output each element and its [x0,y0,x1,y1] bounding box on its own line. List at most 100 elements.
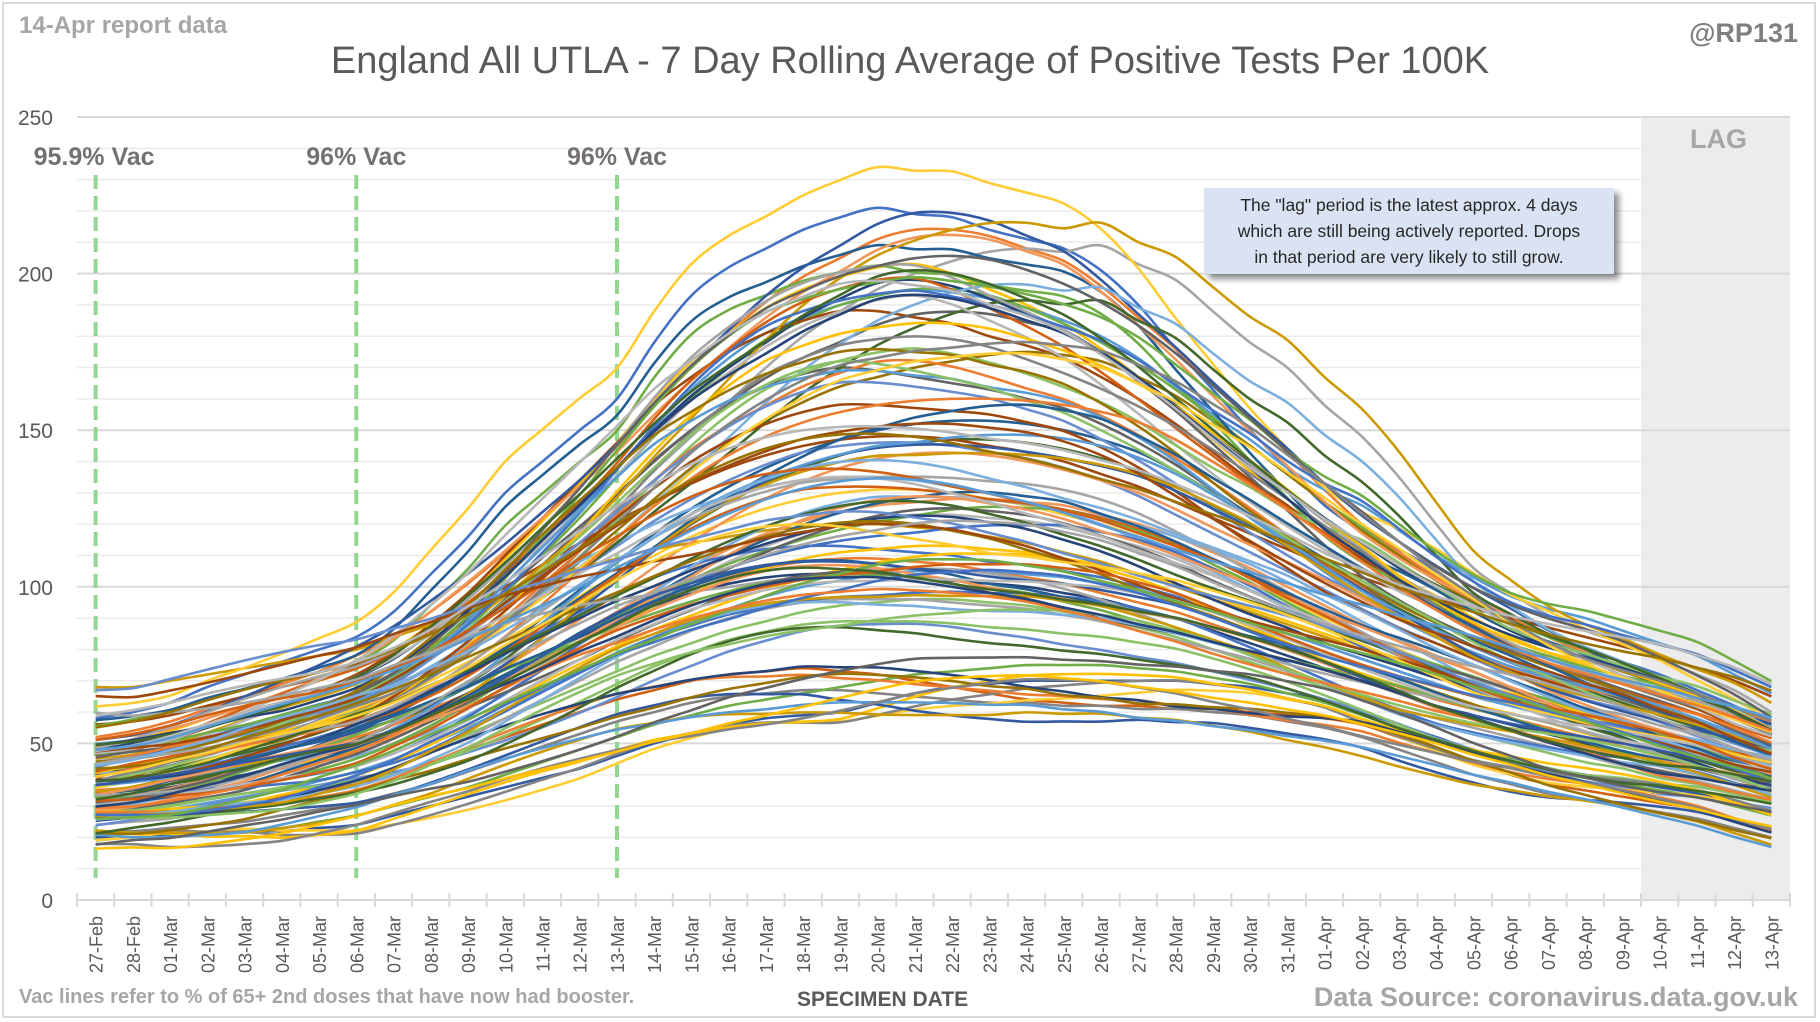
series-line [95,425,1772,717]
x-tick-label: 11-Mar [533,916,553,972]
x-tick-label: 21-Mar [906,916,926,973]
x-tick-label: 17-Mar [757,916,777,973]
vac-label-2: 96% Vac [306,143,407,171]
x-tick-label: 11-Apr [1688,916,1708,969]
callout-line-2: which are still being actively reported.… [1237,221,1581,241]
series-line [95,279,1772,755]
x-tick-label: 06-Apr [1502,916,1522,970]
x-tick-label: 20-Mar [869,916,889,973]
x-tick-label: 13-Apr [1762,916,1782,970]
x-tick-label: 07-Mar [385,916,405,973]
series-line [95,677,1772,849]
vac-footnote: Vac lines refer to % of 65+ 2nd doses th… [19,986,635,1008]
x-tick-label: 19-Mar [831,916,851,973]
series-line [95,519,1772,797]
x-tick-label: 28-Mar [1167,916,1187,973]
series-line [95,568,1772,817]
series-line [95,558,1772,796]
vac-lines [93,175,619,878]
series-line [95,254,1773,759]
x-tick-label: 29-Mar [1204,916,1224,973]
series-line [95,600,1772,821]
series-line [95,476,1772,752]
chart-title: England All UTLA - 7 Day Rolling Average… [330,40,1490,82]
x-tick-label: 23-Mar [980,916,1000,973]
y-tick-label: 0 [41,890,53,913]
x-tick-label: 27-Mar [1129,916,1149,973]
x-tick-label: 09-Mar [459,916,479,973]
x-tick-label: 12-Mar [571,916,591,973]
report-date: 14-Apr report data [19,12,228,39]
author-handle: @RP131 [1689,18,1798,48]
series-line [95,359,1772,783]
x-tick-label: 18-Mar [794,916,814,973]
x-tick-label: 10-Apr [1651,916,1671,970]
series-line [95,688,1772,842]
series-line [95,557,1772,821]
x-tick-label: 04-Mar [273,916,293,973]
y-tick-label: 250 [18,107,53,130]
series-line [95,340,1772,783]
y-tick-label: 200 [18,264,53,287]
x-tick-label: 13-Mar [608,916,628,973]
x-tick-label: 28-Feb [124,916,144,973]
x-axis: 27-Feb 28-Feb 01-Mar 02-Mar 03-Mar 04-Mar 05-M… [76,893,1791,973]
x-tick-label: 01-Apr [1316,916,1336,970]
series-line [95,276,1772,760]
x-tick-label: 03-Apr [1390,916,1410,970]
x-tick-label: 27-Feb [87,916,107,973]
series-line [95,210,1772,742]
series-line [95,672,1772,839]
x-tick-label: 22-Mar [943,916,963,973]
series-line [95,419,1772,789]
x-axis-title: SPECIMEN DATE [797,988,969,1011]
x-tick-label: 16-Mar [720,916,740,973]
y-tick-label: 100 [18,577,53,600]
x-tick-label: 10-Mar [496,916,516,973]
x-tick-label: 02-Apr [1353,916,1373,970]
vac-label-3: 96% Vac [566,143,668,171]
x-tick-label: 25-Mar [1055,916,1075,973]
series-lines [95,165,1773,850]
x-tick-label: 05-Mar [310,916,330,973]
series-line [95,510,1772,763]
series-line [95,577,1772,807]
series-line [95,673,1772,850]
x-tick-label: 03-Mar [236,916,256,973]
x-tick-label: 14-Mar [645,916,665,973]
x-tick-label: 15-Mar [682,916,702,973]
series-line [95,593,1772,818]
x-tick-label: 05-Apr [1464,916,1484,970]
y-axis-ticks: 0 50 100 150 200 250 [18,107,53,913]
x-tick-label: 08-Mar [422,916,442,973]
data-source: Data Source: coronavirus.data.gov.uk [1313,982,1798,1012]
x-tick-label: 26-Mar [1092,916,1112,973]
series-line [95,506,1772,810]
y-tick-label: 50 [30,733,53,756]
x-tick-label: 07-Apr [1539,916,1559,970]
series-line [95,458,1772,768]
lag-label: LAG [1690,124,1747,154]
series-line [95,347,1772,764]
x-tick-label: 02-Mar [198,916,218,973]
callout-line-1: The "lag" period is the latest approx. 4… [1240,195,1578,215]
x-tick-label: 12-Apr [1725,916,1745,970]
vac-label-1: 95.9% Vac [33,143,155,171]
y-tick-label: 150 [18,420,53,443]
series-line [95,566,1772,801]
x-tick-label: 04-Apr [1427,916,1447,970]
x-tick-label: 30-Mar [1241,916,1261,973]
lag-callout: The "lag" period is the latest approx. 4… [1204,188,1614,274]
x-tick-label: 06-Mar [347,916,367,973]
series-line [95,321,1772,775]
series-line [95,655,1772,846]
x-tick-label: 01-Mar [161,916,181,973]
x-tick-label: 09-Apr [1613,916,1633,970]
x-tick-label: 24-Mar [1018,916,1038,973]
callout-line-3: in that period are very likely to still … [1254,247,1564,267]
x-tick-label: 08-Apr [1576,916,1596,970]
x-tick-label: 31-Mar [1278,916,1298,973]
series-line [95,310,1772,752]
